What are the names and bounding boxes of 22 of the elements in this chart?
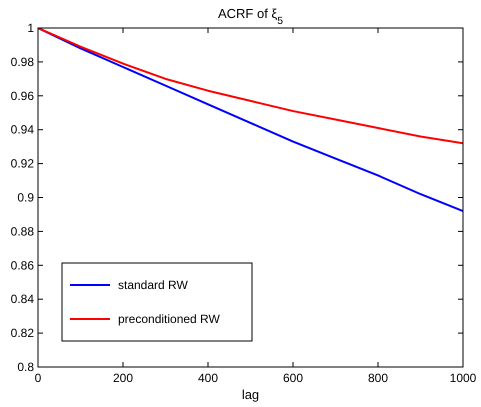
x-axis-title: lag [242,387,260,402]
y-tick-label: 0.86 [10,258,34,272]
y-tick-label: 0.9 [17,190,34,204]
y-tick-label: 0.94 [10,122,34,137]
legend-label: preconditioned RW [118,312,221,326]
y-tick-label: 0.82 [10,326,34,340]
legend-label: standard RW [118,278,188,292]
x-tick-label: 0 [34,371,42,385]
y-tick-label: 0.8 [17,360,34,374]
chart-title: ACRF of ξ$_{5}$ [218,6,284,26]
y-tick-label: 0.98 [10,54,34,69]
y-tick-label: 0.84 [10,292,34,306]
x-tick-label: 800 [368,371,388,385]
y-tick-label: 1 [27,21,34,35]
y-tick-label: 0.92 [10,156,34,171]
y-tick-label: 0.96 [10,88,34,103]
x-tick-label: 1000 [450,371,477,385]
x-tick-label: 200 [112,371,134,385]
y-tick-label: 0.88 [10,224,34,238]
line-series [38,28,463,144]
x-tick-label: 600 [282,371,304,385]
x-tick-label: 400 [198,371,218,385]
